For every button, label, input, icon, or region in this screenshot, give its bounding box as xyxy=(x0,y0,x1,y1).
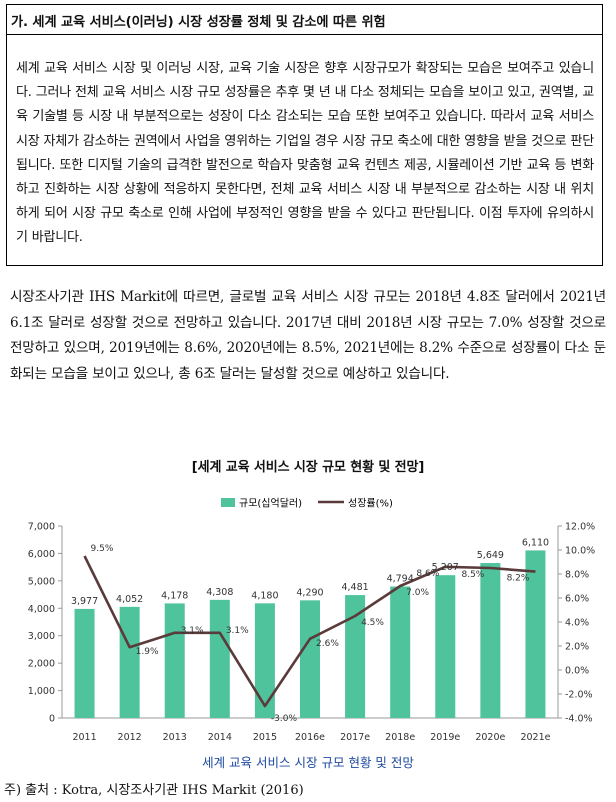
growth-rate-line xyxy=(83,555,536,708)
bar-value-label: 5,649 xyxy=(477,550,504,561)
bar-value-label: 4,481 xyxy=(341,582,368,593)
market-size-paragraph: 시장조사기관 IHS Markit에 따르면, 글로벌 교육 서비스 시장 규모… xyxy=(10,289,606,383)
left-tick-label: 6,000 xyxy=(28,549,55,560)
bar-value-label: 4,290 xyxy=(296,587,323,598)
x-tick-label: 2013 xyxy=(163,732,187,743)
growth-rate-label: 2.6% xyxy=(316,639,339,649)
right-tick-label: 2.0% xyxy=(565,642,589,653)
x-tick-label: 2019e xyxy=(430,732,460,743)
bar-2013 xyxy=(164,603,185,718)
growth-rate-label: 1.9% xyxy=(136,647,159,657)
x-tick-label: 2021e xyxy=(520,732,550,743)
right-tick-label: 0.0% xyxy=(565,666,589,677)
bar-2017e xyxy=(345,595,366,718)
growth-rate-label: 8.2% xyxy=(507,574,530,584)
bar-value-label: 4,180 xyxy=(251,590,278,601)
bar-2014 xyxy=(209,599,230,718)
risk-notice-body: 세계 교육 서비스 시장 및 이러닝 시장, 교육 기술 시장은 향후 시장규모… xyxy=(16,61,594,246)
x-tick-label: 2011 xyxy=(72,732,96,743)
x-tick-label: 2018e xyxy=(385,732,415,743)
left-tick-label: 3,000 xyxy=(28,631,55,642)
right-tick-label: 12.0% xyxy=(565,522,595,533)
x-tick-label: 2017e xyxy=(340,732,370,743)
bar-2020e xyxy=(480,563,501,718)
growth-rate-label: -3.0% xyxy=(271,714,298,724)
bar-value-label: 5,207 xyxy=(432,562,459,573)
left-tick-label: 4,000 xyxy=(28,604,55,615)
left-tick-label: 7,000 xyxy=(28,522,55,533)
bar-2012 xyxy=(119,606,140,718)
legend-line-label: 성장률(%) xyxy=(348,498,393,510)
growth-rate-label: 3.1% xyxy=(181,626,204,636)
x-tick-label: 2015 xyxy=(253,732,277,743)
bar-2015 xyxy=(254,603,275,718)
right-tick-label: 8.0% xyxy=(565,570,589,581)
chart-heading: [세계 교육 서비스 시장 규모 현황 및 전망] xyxy=(191,460,425,475)
bar-value-label: 3,977 xyxy=(71,596,98,607)
x-tick-label: 2012 xyxy=(118,732,142,743)
bar-value-label: 4,178 xyxy=(161,590,188,601)
bar-value-label: 4,052 xyxy=(116,594,143,605)
market-size-chart: 규모(십억달러) 성장률(%) 0 1,000 2,000 3,000 4,000 5,0… xyxy=(0,478,616,746)
left-tick-label: 2,000 xyxy=(28,659,55,670)
right-tick-label: 4.0% xyxy=(565,618,589,629)
growth-rate-label: 9.5% xyxy=(91,544,114,554)
right-tick-label: -4.0% xyxy=(565,714,593,725)
risk-notice-box: 가. 세계 교육 서비스(이러닝) 시장 성장률 정체 및 감소에 따른 위험 … xyxy=(6,4,603,266)
bar-value-label: 4,794 xyxy=(387,574,414,585)
legend-bar-swatch xyxy=(221,498,235,507)
risk-notice-title: 가. 세계 교육 서비스(이러닝) 시장 성장률 정체 및 감소에 따른 위험 xyxy=(11,15,386,30)
growth-rate-label: 7.0% xyxy=(406,588,429,598)
chart-svg: 규모(십억달러) 성장률(%) 0 1,000 2,000 3,000 4,000 5,0… xyxy=(28,498,595,744)
bar-2011 xyxy=(74,608,95,718)
left-tick-label: 1,000 xyxy=(28,686,55,697)
growth-rate-label: 8.6% xyxy=(416,569,439,579)
left-tick-label: 0 xyxy=(49,714,55,725)
source-note: 주) 출처 : Kotra, 시장조사기관 IHS Markit (2016) xyxy=(4,783,304,798)
x-tick-label: 2020e xyxy=(475,732,505,743)
right-tick-label: 6.0% xyxy=(565,594,589,605)
bar-value-label: 4,308 xyxy=(206,587,233,598)
left-tick-label: 5,000 xyxy=(28,576,55,587)
growth-rate-label: 3.1% xyxy=(226,626,249,636)
bar-2018e xyxy=(390,586,411,718)
legend-bar-label: 규모(십억달러) xyxy=(239,498,302,510)
x-tick-label: 2016e xyxy=(295,732,325,743)
chart-legend: 규모(십억달러) 성장률(%) xyxy=(221,498,393,510)
growth-rate-label: 4.5% xyxy=(361,618,384,628)
chart-caption: 세계 교육 서비스 시장 규모 현황 및 전망 xyxy=(202,755,414,770)
title-divider xyxy=(7,34,602,35)
growth-rate-label: 8.5% xyxy=(461,570,484,580)
bar-2021e xyxy=(525,550,546,718)
right-tick-label: -2.0% xyxy=(565,690,593,701)
x-tick-label: 2014 xyxy=(208,732,232,743)
bar-2019e xyxy=(435,575,456,718)
bar-2016e xyxy=(300,600,320,718)
bar-value-label: 6,110 xyxy=(522,537,549,548)
right-tick-label: 10.0% xyxy=(565,546,595,557)
